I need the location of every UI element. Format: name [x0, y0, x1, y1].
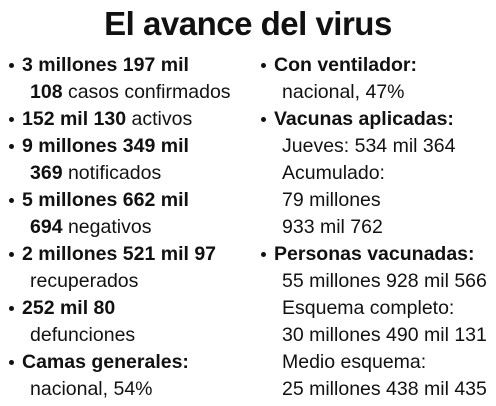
stat-heading: Personas vacunadas:: [274, 243, 475, 265]
stat-label: defunciones: [30, 324, 136, 346]
stat-label: 30 millones 490 mil 131: [282, 324, 487, 346]
stat-value: 9 millones 349 mil: [22, 135, 189, 157]
headline: El avance del virus: [104, 5, 392, 42]
stat-sub-line: 79 millones: [258, 187, 496, 214]
stat-sub-line: 30 millones 490 mil 131: [258, 322, 496, 349]
bullet-line: 152 mil 130 activos: [6, 106, 256, 133]
right-column: Con ventilador: nacional, 47% Vacunas ap…: [258, 52, 496, 403]
stat-sub-line: Acumulado:: [258, 160, 496, 187]
stat-sub-line: nacional, 47%: [258, 79, 496, 106]
stat-sub-line: 108 casos confirmados: [6, 79, 256, 106]
stat-label: Medio esquema:: [282, 351, 427, 373]
bullet-line: Vacunas aplicadas:: [258, 106, 496, 133]
stat-sub-line: 369 notificados: [6, 160, 256, 187]
bullet-line: 9 millones 349 mil: [6, 133, 256, 160]
stat-negativos: 5 millones 662 mil 694 negativos: [6, 187, 256, 241]
stat-con-ventilador: Con ventilador: nacional, 47%: [258, 52, 496, 106]
stat-sub-line: nacional, 54%: [6, 376, 256, 403]
stat-sub-line: 25 millones 438 mil 435: [258, 376, 496, 403]
stat-value-cont: 694: [30, 216, 63, 238]
stat-sub-line: 55 millones 928 mil 566: [258, 268, 496, 295]
bullet-line: 2 millones 521 mil 97: [6, 241, 256, 268]
stat-label: Esquema completo:: [282, 297, 455, 319]
stat-label: 79 millones: [282, 189, 381, 211]
stat-heading: Camas generales:: [22, 351, 189, 373]
bullet-line: 252 mil 80: [6, 295, 256, 322]
stat-sub-line: defunciones: [6, 322, 256, 349]
stat-label: casos confirmados: [62, 81, 231, 103]
stat-label: nacional, 47%: [282, 81, 405, 103]
bullet-line: Con ventilador:: [258, 52, 496, 79]
stat-value: 152 mil 130: [22, 108, 127, 130]
stat-heading: Con ventilador:: [274, 54, 418, 76]
stat-label: negativos: [62, 216, 152, 238]
stat-sub-line: 694 negativos: [6, 214, 256, 241]
bullet-line: Personas vacunadas:: [258, 241, 496, 268]
stat-personas-vacunadas: Personas vacunadas: 55 millones 928 mil …: [258, 241, 496, 403]
bullet-line: 5 millones 662 mil: [6, 187, 256, 214]
stat-label: recuperados: [30, 270, 139, 292]
stat-label: activos: [126, 108, 193, 130]
bullet-line: 3 millones 197 mil: [6, 52, 256, 79]
stat-sub-line: Esquema completo:: [258, 295, 496, 322]
stat-label: 25 millones 438 mil 435: [282, 378, 487, 400]
stat-activos: 152 mil 130 activos: [6, 106, 256, 133]
stat-sub-line: Jueves: 534 mil 364: [258, 133, 496, 160]
stat-defunciones: 252 mil 80 defunciones: [6, 295, 256, 349]
stat-value: 2 millones 521 mil 97: [22, 243, 217, 265]
stat-sub-line: Medio esquema:: [258, 349, 496, 376]
stat-sub-line: recuperados: [6, 268, 256, 295]
stat-notificados: 9 millones 349 mil 369 notificados: [6, 133, 256, 187]
stat-label: 933 mil 762: [282, 216, 383, 238]
stat-sub-line: 933 mil 762: [258, 214, 496, 241]
stat-heading: Vacunas aplicadas:: [274, 108, 454, 130]
stat-value-cont: 108: [30, 81, 63, 103]
left-column: 3 millones 197 mil 108 casos confirmados…: [6, 52, 256, 403]
stat-recuperados: 2 millones 521 mil 97 recuperados: [6, 241, 256, 295]
stat-label: nacional, 54%: [30, 378, 153, 400]
stat-camas-generales: Camas generales: nacional, 54%: [6, 349, 256, 403]
stat-label: Acumulado:: [282, 162, 385, 184]
stat-label: Jueves: 534 mil 364: [282, 135, 456, 157]
stat-value: 5 millones 662 mil: [22, 189, 189, 211]
stat-label: notificados: [62, 162, 162, 184]
stat-value: 252 mil 80: [22, 297, 116, 319]
stat-value: 3 millones 197 mil: [22, 54, 189, 76]
stat-label: 55 millones 928 mil 566: [282, 270, 487, 292]
bullet-line: Camas generales:: [6, 349, 256, 376]
stat-vacunas-aplicadas: Vacunas aplicadas: Jueves: 534 mil 364 A…: [258, 106, 496, 241]
stat-value-cont: 369: [30, 162, 63, 184]
stat-casos-confirmados: 3 millones 197 mil 108 casos confirmados: [6, 52, 256, 106]
